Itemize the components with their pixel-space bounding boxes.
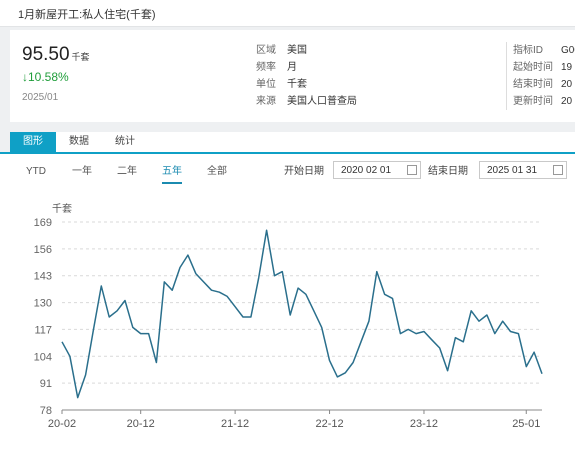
view-tabs: 图形 数据 统计 xyxy=(10,132,575,152)
title-bar: 1月新屋开工:私人住宅(千套) xyxy=(0,0,575,27)
meta-row: 更新时间 20 xyxy=(513,96,573,107)
x-tick-label: 25-01 xyxy=(512,418,540,430)
x-tick-label: 20-12 xyxy=(127,418,155,430)
latest-date: 2025/01 xyxy=(22,92,59,103)
y-tick-label: 117 xyxy=(34,324,52,336)
line-chart: 千套 78 91 104 117 130 143 156 169 20-02 20-12 21-12 2… xyxy=(34,202,543,430)
change-percent: ↓10.58% xyxy=(22,70,69,84)
meta-row: 区域 美国 xyxy=(256,45,307,56)
meta-row: 结束时间 20 xyxy=(513,79,573,90)
latest-value: 95.50 千套 xyxy=(22,44,90,66)
x-tick-label: 20-02 xyxy=(48,418,76,430)
meta-row: 来源 美国人口普查局 xyxy=(256,96,357,107)
range-all[interactable]: 全部 xyxy=(207,166,227,177)
calendar-icon xyxy=(553,165,563,175)
info-panel: 95.50 千套 ↓10.58% 2025/01 区域 美国 频率月 单位 千套 来源… xyxy=(10,30,575,122)
y-tick-label: 78 xyxy=(40,405,52,417)
meta-row: 起始时间 19 xyxy=(513,62,573,73)
series-line xyxy=(61,229,543,399)
start-date-input[interactable]: 2020 02 01 xyxy=(333,161,421,179)
meta-row: 指标IDG00 xyxy=(513,45,575,56)
latest-value-unit: 千套 xyxy=(71,52,90,62)
range-5y[interactable]: 五年 xyxy=(162,162,182,184)
y-tick-label: 91 xyxy=(40,378,52,390)
calendar-icon xyxy=(407,165,417,175)
range-2y[interactable]: 二年 xyxy=(117,166,137,177)
start-date-value: 2020 02 01 xyxy=(341,165,392,176)
chart-panel: YTD 一年 二年 五年 全部 开始日期 2020 02 01 结束日期 202… xyxy=(0,152,575,459)
x-tick-label: 21-12 xyxy=(221,418,249,430)
end-date-value: 2025 01 31 xyxy=(487,165,538,176)
y-tick-label: 143 xyxy=(34,271,52,283)
meta-row: 频率月 xyxy=(256,62,297,73)
y-tick-label: 169 xyxy=(34,217,52,229)
y-tick-label: 130 xyxy=(34,298,52,310)
y-tick-label: 104 xyxy=(34,351,52,363)
y-tick-label: 156 xyxy=(34,244,52,256)
x-tick-label: 23-12 xyxy=(410,418,438,430)
y-axis-label: 千套 xyxy=(52,202,72,215)
meta-left: 区域 美国 频率月 单位 千套 来源 美国人口普查局 xyxy=(256,42,357,110)
range-ytd[interactable]: YTD xyxy=(26,166,46,177)
tab-chart[interactable]: 图形 xyxy=(10,132,56,152)
tab-stats[interactable]: 统计 xyxy=(115,136,135,147)
end-date-input[interactable]: 2025 01 31 xyxy=(479,161,567,179)
tab-data[interactable]: 数据 xyxy=(69,136,89,147)
meta-row: 单位 千套 xyxy=(256,79,307,90)
page-title: 1月新屋开工:私人住宅(千套) xyxy=(18,9,156,21)
x-tick-label: 22-12 xyxy=(315,418,343,430)
range-1y[interactable]: 一年 xyxy=(72,166,92,177)
start-date-label: 开始日期 xyxy=(284,166,324,177)
latest-value-number: 95.50 xyxy=(22,44,70,65)
end-date-label: 结束日期 xyxy=(428,166,468,177)
